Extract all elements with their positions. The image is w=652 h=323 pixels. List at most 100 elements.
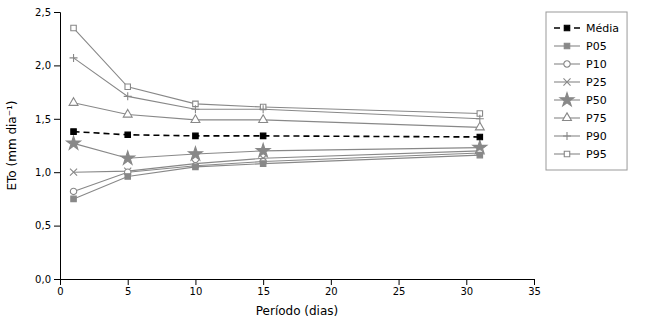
tick-mark xyxy=(331,279,332,285)
tick: 25 xyxy=(393,279,406,297)
legend-item: P25 xyxy=(554,76,607,89)
tick-mark xyxy=(195,279,196,285)
legend-item: P05 xyxy=(554,40,607,53)
series xyxy=(70,150,483,195)
legend-item: P95 xyxy=(554,148,607,161)
point xyxy=(192,163,198,169)
point xyxy=(125,132,130,137)
point xyxy=(124,92,132,100)
legend-label: P95 xyxy=(586,148,607,161)
point xyxy=(71,25,76,30)
series xyxy=(71,25,483,116)
tick-mark xyxy=(128,279,129,285)
tick-label: 10 xyxy=(190,286,203,297)
legend-label: P25 xyxy=(586,76,607,89)
point xyxy=(123,109,132,117)
x-axis: 0 5 10 15 20 25 30 35 xyxy=(57,279,541,297)
axis-line xyxy=(61,280,535,286)
point xyxy=(191,105,199,113)
legend-label: P75 xyxy=(586,112,607,125)
point xyxy=(121,151,135,164)
tick-mark xyxy=(263,279,264,285)
point xyxy=(191,115,200,123)
tick: 0 xyxy=(57,279,63,297)
legend-marker xyxy=(563,78,570,85)
tick-label: 0,0 xyxy=(35,274,51,285)
line xyxy=(74,153,480,191)
tick-mark xyxy=(54,279,60,280)
tick-label: 0 xyxy=(57,286,63,297)
legend-marker xyxy=(560,93,574,106)
tick: 1,0 xyxy=(35,167,60,178)
tick-label: 30 xyxy=(460,286,473,297)
point xyxy=(475,122,484,130)
line xyxy=(74,132,480,137)
point xyxy=(70,169,77,176)
legend-label: P10 xyxy=(586,58,607,71)
chart: 051015202530350,00,51,01,52,02,5Período … xyxy=(0,0,652,323)
point xyxy=(67,136,81,149)
legend-frame xyxy=(546,12,627,170)
point xyxy=(260,133,265,138)
tick-label: 20 xyxy=(325,286,338,297)
tick-mark xyxy=(54,119,60,120)
point xyxy=(477,152,482,157)
point xyxy=(188,147,202,160)
tick-mark xyxy=(54,226,60,227)
tick-mark xyxy=(399,279,400,285)
tick-label: 1,0 xyxy=(35,167,51,178)
point xyxy=(193,164,198,169)
plot: 051015202530350,00,51,01,52,02,5 xyxy=(35,7,541,297)
legend-marker xyxy=(564,61,570,67)
axis-line xyxy=(54,13,61,280)
legend-item: P90 xyxy=(554,130,607,143)
tick-mark xyxy=(466,279,467,285)
tick-label: 5 xyxy=(125,286,131,297)
tick: 20 xyxy=(325,279,338,297)
tick-label: 2,0 xyxy=(35,60,51,71)
series xyxy=(69,98,484,130)
legend-item: P10 xyxy=(554,58,607,71)
line xyxy=(74,155,480,199)
tick-mark xyxy=(54,65,60,66)
tick-mark xyxy=(54,172,60,173)
point xyxy=(259,105,267,113)
point xyxy=(125,84,130,89)
y-axis: 0,00,51,01,52,02,5 xyxy=(35,7,60,285)
tick-label: 15 xyxy=(257,286,270,297)
line xyxy=(74,58,480,119)
tick-label: 0,5 xyxy=(35,220,51,231)
tick: 2,0 xyxy=(35,60,60,71)
tick: 2,5 xyxy=(35,7,60,18)
legend-item: Média xyxy=(554,22,619,35)
point xyxy=(125,174,130,179)
legend-label: Média xyxy=(586,22,619,35)
point xyxy=(259,115,268,123)
legend: MédiaP05P10P25P50P75P90P95 xyxy=(546,12,627,170)
tick-label: 25 xyxy=(393,286,406,297)
line xyxy=(74,103,480,128)
legend-marker xyxy=(564,25,569,30)
point xyxy=(477,134,482,139)
legend-item: P75 xyxy=(554,112,607,125)
marks xyxy=(67,25,487,201)
line xyxy=(74,28,480,113)
tick: 0,5 xyxy=(35,220,60,231)
tick-label: 2,5 xyxy=(35,7,51,18)
legend-marker xyxy=(563,132,571,140)
x-axis-title: Período (dias) xyxy=(256,304,339,318)
point xyxy=(71,129,76,134)
legend-label: P90 xyxy=(586,130,607,143)
tick: 5 xyxy=(125,279,131,297)
legend-marker xyxy=(564,151,569,156)
point xyxy=(70,54,78,62)
series xyxy=(70,54,484,123)
legend-marker xyxy=(564,43,569,48)
point xyxy=(260,161,265,166)
y-axis-title: ETo (mm dia⁻¹) xyxy=(5,100,19,190)
series xyxy=(71,129,483,140)
point xyxy=(70,188,76,194)
tick: 35 xyxy=(528,279,541,297)
legend-label: P05 xyxy=(586,40,607,53)
tick-mark xyxy=(54,12,60,13)
